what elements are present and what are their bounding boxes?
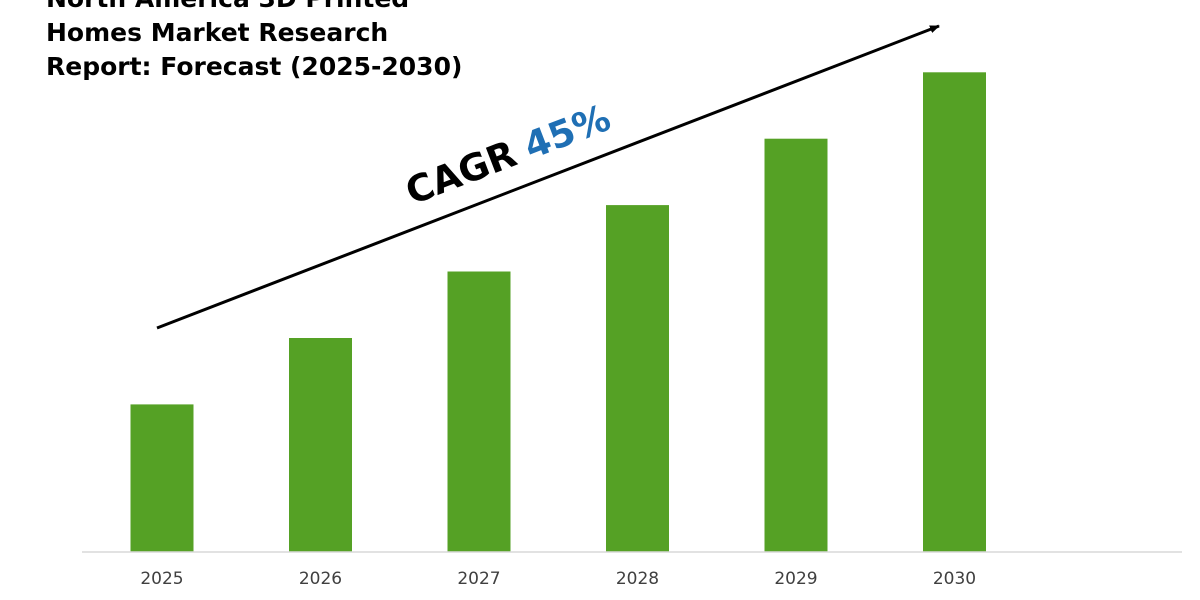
cagr-annotation: CAGR45% — [400, 96, 616, 213]
cagr-label: CAGR — [400, 132, 522, 213]
x-tick-label-2026: 2026 — [299, 569, 342, 589]
bar-2028 — [606, 205, 669, 552]
x-tick-label-2028: 2028 — [616, 569, 659, 589]
bar-2027 — [447, 271, 511, 552]
x-tick-label-2025: 2025 — [140, 569, 183, 589]
bars-group — [130, 72, 986, 553]
x-tick-label-2030: 2030 — [933, 569, 976, 589]
chart-title-line-2: Homes Market Research — [46, 18, 389, 47]
chart-title-line-1: North America 3D Printed — [46, 0, 566, 16]
chart-title: North America 3D Printed Homes Market Re… — [46, 0, 566, 84]
trend-arrow — [156, 24, 940, 330]
bar-2026 — [289, 338, 352, 552]
x-tick-labels: 2025 2026 2027 2028 2029 2030 — [140, 569, 976, 589]
bar-2025 — [130, 404, 194, 552]
bar-2030 — [923, 72, 986, 553]
chart-title-line-3: Report: Forecast (2025-2030) — [46, 52, 463, 81]
bar-2029 — [764, 138, 828, 552]
x-tick-label-2029: 2029 — [774, 569, 817, 589]
x-tick-label-2027: 2027 — [457, 569, 500, 589]
